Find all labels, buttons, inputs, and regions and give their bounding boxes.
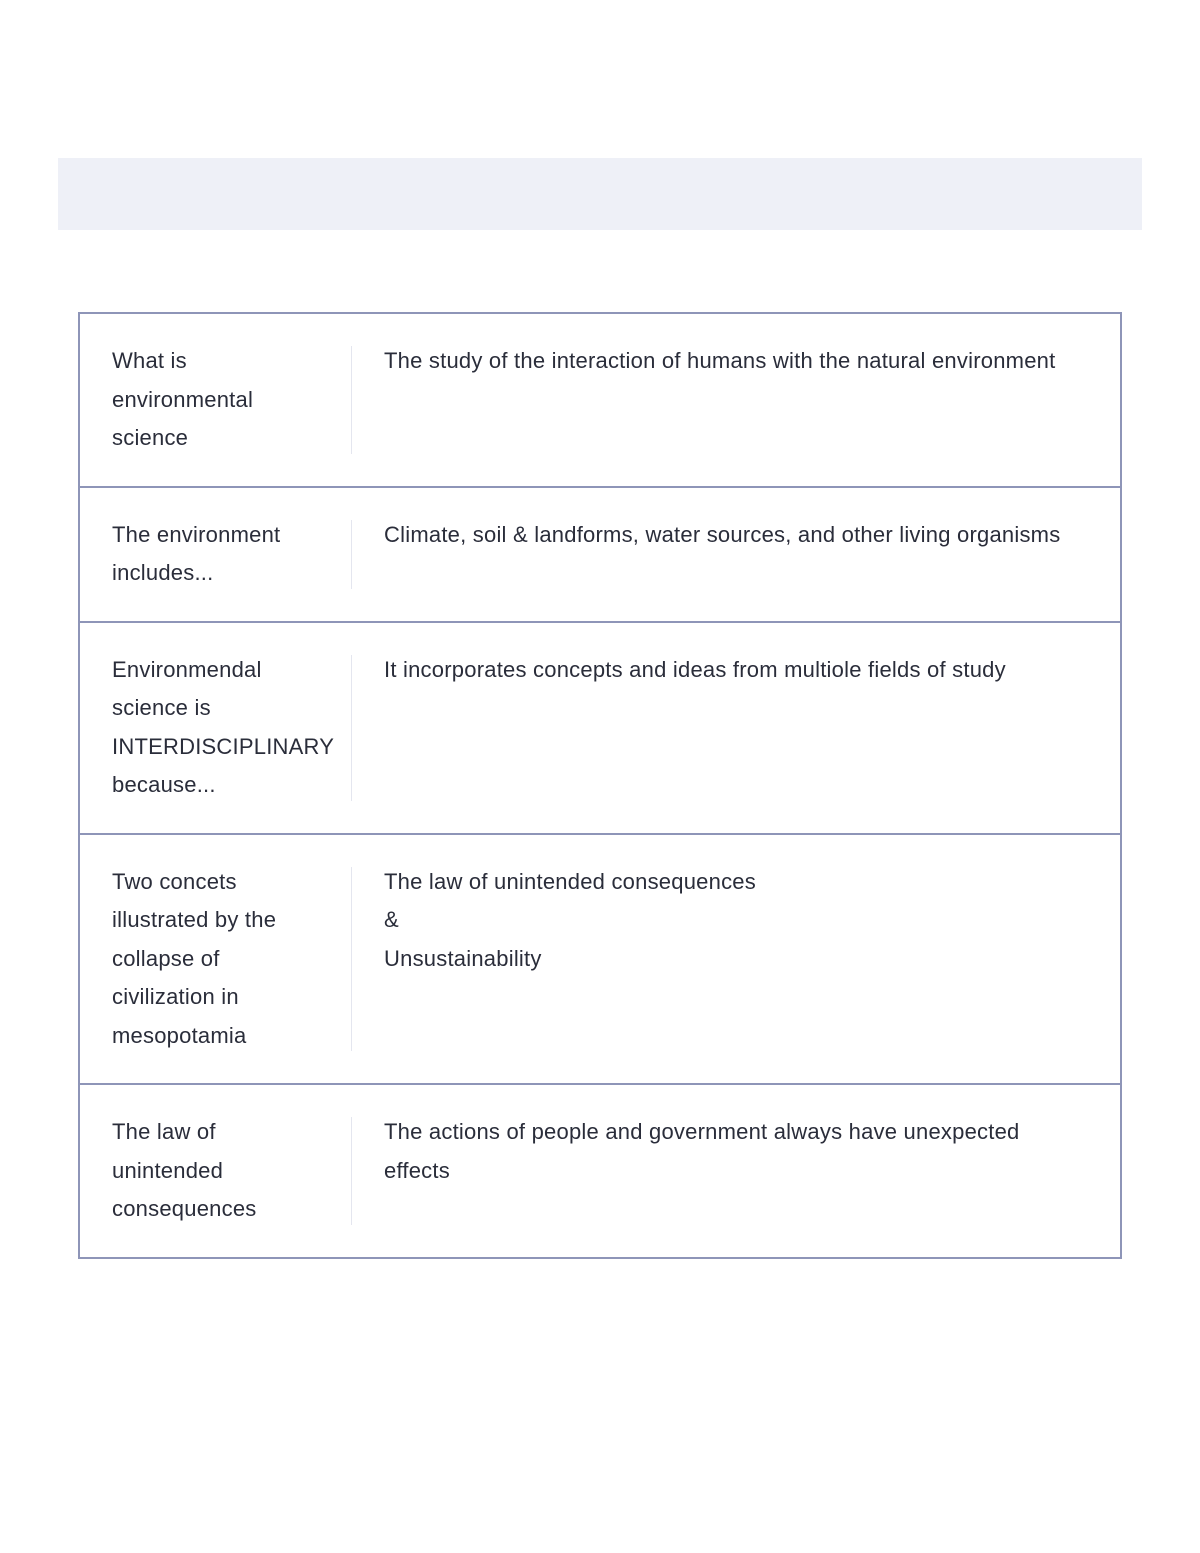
definition-cell: The study of the interaction of humans w… bbox=[352, 342, 1088, 458]
term-cell: The environment includes... bbox=[112, 516, 352, 593]
term-text: The law of unintended consequences bbox=[112, 1113, 328, 1229]
term-text: The environment includes... bbox=[112, 516, 328, 593]
cell-divider bbox=[351, 655, 352, 801]
table-row: Two concets illustrated by the collapse … bbox=[80, 835, 1120, 1086]
definition-text: The actions of people and government alw… bbox=[384, 1113, 1088, 1190]
cell-divider bbox=[351, 346, 352, 454]
cell-divider bbox=[351, 520, 352, 589]
flashcard-table: What is environmental science The study … bbox=[78, 312, 1122, 1259]
term-cell: What is environmental science bbox=[112, 342, 352, 458]
definition-cell: The actions of people and government alw… bbox=[352, 1113, 1088, 1229]
term-text: What is environmental science bbox=[112, 342, 328, 458]
cell-divider bbox=[351, 867, 352, 1052]
definition-text: Climate, soil & landforms, water sources… bbox=[384, 516, 1088, 555]
table-row: The law of unintended consequences The a… bbox=[80, 1085, 1120, 1257]
term-cell: Two concets illustrated by the collapse … bbox=[112, 863, 352, 1056]
definition-text: The law of unintended consequences & Uns… bbox=[384, 863, 1088, 979]
table-row: Environmendal science is INTERDISCIPLINA… bbox=[80, 623, 1120, 835]
term-text: Environmendal science is INTERDISCIPLINA… bbox=[112, 651, 328, 805]
definition-cell: The law of unintended consequences & Uns… bbox=[352, 863, 1088, 1056]
term-cell: The law of unintended consequences bbox=[112, 1113, 352, 1229]
term-text: Two concets illustrated by the collapse … bbox=[112, 863, 328, 1056]
term-cell: Environmendal science is INTERDISCIPLINA… bbox=[112, 651, 352, 805]
definition-cell: Climate, soil & landforms, water sources… bbox=[352, 516, 1088, 593]
definition-cell: It incorporates concepts and ideas from … bbox=[352, 651, 1088, 805]
definition-text: It incorporates concepts and ideas from … bbox=[384, 651, 1088, 690]
cell-divider bbox=[351, 1117, 352, 1225]
header-band bbox=[58, 158, 1142, 230]
definition-text: The study of the interaction of humans w… bbox=[384, 342, 1088, 381]
table-row: What is environmental science The study … bbox=[80, 314, 1120, 488]
table-row: The environment includes... Climate, soi… bbox=[80, 488, 1120, 623]
